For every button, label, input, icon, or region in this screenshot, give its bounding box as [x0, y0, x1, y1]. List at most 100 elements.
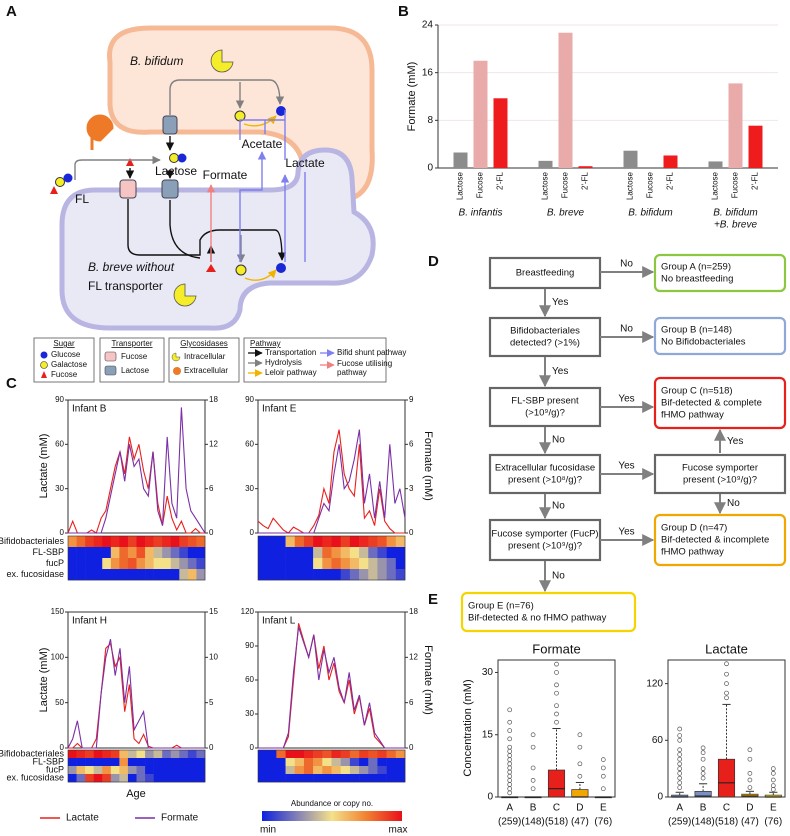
heatmap-row-label: FL-SBP	[32, 756, 64, 766]
product-label: Formate	[203, 168, 248, 182]
heatmap-cell	[93, 558, 103, 570]
y2-tick-label: 0	[409, 528, 414, 537]
flow-edge-label: No	[620, 259, 633, 270]
heatmap-cell	[85, 774, 94, 783]
legend-item: Fucose	[121, 352, 148, 361]
heatmap-cell	[145, 766, 154, 775]
legend-title: Glycosidases	[180, 339, 228, 348]
plot-frame	[67, 611, 206, 749]
heatmap-cell	[340, 547, 351, 559]
x-tick-label: (76)	[764, 817, 782, 828]
legend-item: Fucose utilising	[337, 359, 392, 368]
heatmap-frame	[257, 535, 406, 581]
heatmap-cell	[119, 750, 129, 759]
heatmap-cell	[145, 569, 154, 581]
heatmap-cell	[196, 750, 206, 759]
x-axis-label: Age	[126, 788, 146, 800]
heatmap-cell	[359, 758, 369, 767]
heatmap-cell	[303, 758, 314, 767]
heatmap-cell	[395, 569, 406, 581]
heatmap-cell	[162, 569, 172, 581]
y2-tick-label: 6	[409, 439, 414, 448]
sugar-label: Lactose	[155, 164, 197, 178]
outlier	[600, 773, 606, 779]
y2-tick-label: 18	[209, 395, 218, 404]
flow-node-text: present (>10⁸/g)?	[508, 475, 582, 486]
heatmap-cell	[76, 766, 86, 775]
heatmap-cell	[340, 536, 351, 548]
heatmap-cell	[93, 766, 103, 775]
heatmap-cell	[76, 569, 86, 581]
flow-node	[653, 376, 787, 430]
outlier	[700, 756, 706, 762]
colorbar	[262, 811, 402, 821]
y-tick-label: 60	[55, 439, 64, 448]
heatmap-cell	[294, 547, 305, 559]
line-series	[67, 436, 205, 534]
y-axis-label: Concentration (mM)	[462, 679, 474, 776]
heatmap-cell	[187, 536, 197, 548]
heatmap-cell	[93, 774, 103, 783]
heatmap-cell	[349, 750, 360, 759]
box	[547, 769, 566, 798]
outlier	[700, 750, 706, 755]
bar-category-label: Fucose	[561, 171, 570, 198]
heatmap-row-label: Bifidobacteriales	[0, 748, 64, 758]
heatmap-cell	[119, 766, 129, 775]
heatmap-cell	[127, 758, 137, 767]
heatmap-cell	[85, 750, 94, 759]
y-tick-label: 30	[245, 484, 254, 493]
heatmap-cell	[127, 558, 137, 570]
outlier	[747, 771, 753, 776]
heatmap-cell	[119, 758, 129, 767]
y-tick-label: 120	[646, 678, 663, 689]
legend-item: Hydrolysis	[265, 358, 302, 367]
outlier	[554, 711, 559, 717]
heatmap-row-label: ex. fucosidase	[6, 569, 64, 579]
flow-node-text: Breastfeeding	[516, 268, 575, 279]
heatmap-cell	[377, 558, 387, 570]
heatmap-cell	[313, 766, 323, 775]
flow-node	[653, 513, 787, 567]
flow-node-text: fHMO pathway	[661, 547, 724, 558]
heatmap-cell	[349, 558, 360, 570]
heatmap-cell	[119, 569, 129, 581]
outlier	[747, 777, 753, 783]
heatmap-cell	[377, 547, 387, 559]
heatmap-row-label: ex. fucosidase	[6, 772, 64, 782]
colorbar-label: min	[260, 825, 276, 836]
heatmap-cell	[153, 536, 163, 548]
flow-edge-label: No	[552, 571, 565, 582]
heatmap-cell	[179, 558, 189, 570]
heatmap-row-label: fucP	[46, 558, 64, 568]
legend-item: Extracellular	[184, 366, 228, 375]
outlier	[677, 771, 683, 776]
heatmap-cell	[359, 750, 369, 759]
heatmap-cell	[395, 750, 406, 759]
outlier	[770, 766, 776, 772]
x-tick-label: A	[676, 803, 683, 814]
outlier	[700, 771, 706, 776]
y-tick-label: 0	[60, 743, 65, 752]
heatmap-cell	[127, 536, 137, 548]
heatmap-cell	[294, 558, 305, 570]
outlier	[554, 719, 559, 725]
outlier	[577, 732, 583, 738]
heatmap-cell	[331, 569, 341, 581]
heatmap-cell	[196, 569, 206, 581]
heatmap-cell	[276, 569, 286, 581]
bar-category-label: 2'-FL	[496, 171, 505, 190]
heatmap-cell	[368, 750, 378, 759]
heatmap-cell	[285, 758, 296, 767]
y2-tick-label: 12	[209, 439, 218, 448]
heatmap-cell	[110, 558, 120, 570]
panel-letter: C	[6, 375, 17, 392]
heatmap-cell	[153, 750, 163, 759]
heatmap-cell	[187, 547, 197, 559]
flow-node-text: detected? (>1%)	[510, 338, 580, 349]
glucose	[276, 263, 286, 273]
flow-node	[488, 256, 602, 290]
heatmap-cell	[349, 547, 360, 559]
heatmap-cell	[162, 774, 172, 783]
heatmap-cell	[102, 750, 112, 759]
